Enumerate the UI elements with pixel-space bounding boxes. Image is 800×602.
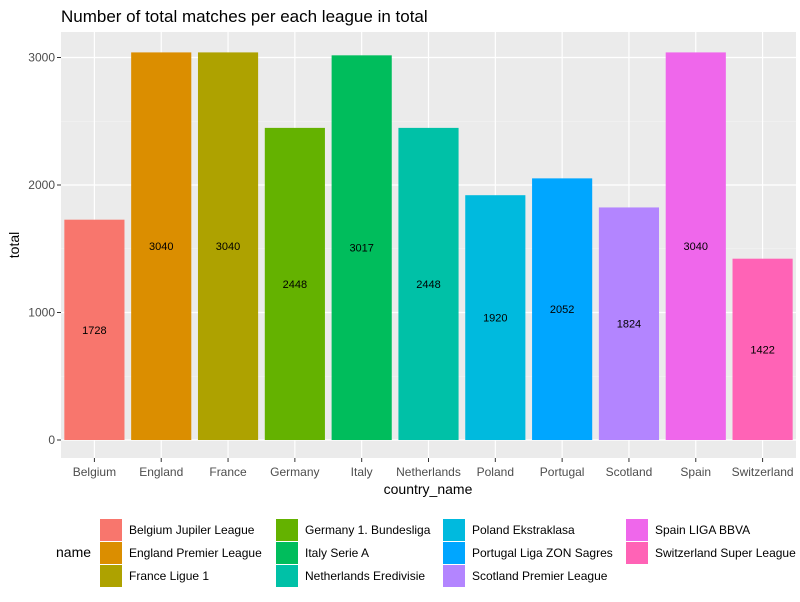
bar-value-label: 1422: [750, 344, 774, 356]
legend-key: [443, 542, 465, 564]
bar-belgium: [64, 219, 125, 440]
x-tick-label: Poland: [477, 465, 514, 479]
legend-label: Portugal Liga ZON Sagres: [472, 546, 613, 560]
y-axis-ticks: 0 1000 2000 3000: [28, 51, 61, 447]
bar-france: [197, 52, 259, 441]
legend-key: [626, 542, 648, 564]
legend-item: France Ligue 1: [100, 565, 209, 587]
bar-switzerland: [732, 258, 793, 440]
bar-portugal: [532, 178, 593, 440]
legend-key: [626, 519, 648, 541]
legend-item: Switzerland Super League: [626, 542, 796, 564]
legend-key: [276, 565, 298, 587]
legend-label: England Premier League: [129, 546, 262, 560]
legend-label: Netherlands Eredivisie: [305, 569, 425, 583]
legend-key: [443, 565, 465, 587]
y-tick-label: 3000: [28, 51, 55, 65]
bar-value-label: 2448: [283, 279, 307, 291]
legend-item: Poland Ekstraklasa: [443, 519, 575, 541]
legend: Belgium Jupiler League England Premier Le…: [100, 519, 796, 587]
x-tick-label: Italy: [351, 465, 373, 479]
legend-title: name: [56, 544, 91, 560]
legend-item: Italy Serie A: [276, 542, 369, 564]
legend-label: Scotland Premier League: [472, 569, 608, 583]
legend-item: Netherlands Eredivisie: [276, 565, 425, 587]
bar-netherlands: [398, 127, 459, 440]
y-tick-label: 0: [48, 433, 55, 447]
bar-value-label: 3017: [349, 243, 373, 255]
x-tick-label: Portugal: [540, 465, 585, 479]
x-tick-label: Netherlands: [396, 465, 461, 479]
x-axis-ticks: Belgium England France Germany Italy Netherla…: [73, 458, 794, 479]
bars: [64, 52, 793, 441]
bar-data-labels: 1728 3040 3040 2448 3017 2448 1920 2052 1824 3040…: [82, 241, 775, 356]
x-tick-label: France: [209, 465, 247, 479]
bar-value-label: 1824: [617, 319, 641, 331]
legend-label: France Ligue 1: [129, 569, 209, 583]
legend-key: [276, 542, 298, 564]
bar-value-label: 1920: [483, 313, 507, 325]
legend-item: England Premier League: [100, 542, 262, 564]
bar-value-label: 2052: [550, 304, 574, 316]
legend-label: Spain LIGA BBVA: [655, 523, 750, 537]
y-tick-label: 2000: [28, 178, 55, 192]
legend-key: [276, 519, 298, 541]
legend-key: [100, 542, 122, 564]
legend-label: Italy Serie A: [305, 546, 369, 560]
chart-title: Number of total matches per each league …: [61, 7, 428, 26]
bar-scotland: [598, 207, 660, 440]
x-tick-label: Spain: [680, 465, 711, 479]
legend-item: Spain LIGA BBVA: [626, 519, 750, 541]
legend-key: [100, 519, 122, 541]
bar-germany: [264, 127, 325, 440]
y-axis-title: total: [6, 232, 22, 258]
bar-value-label: 3040: [684, 241, 708, 253]
legend-label: Switzerland Super League: [655, 546, 796, 560]
legend-label: Belgium Jupiler League: [129, 523, 255, 537]
y-tick-label: 1000: [28, 306, 55, 320]
legend-label: Germany 1. Bundesliga: [305, 523, 431, 537]
bar-value-label: 3040: [149, 241, 173, 253]
bar-poland: [465, 195, 526, 440]
bar-england: [131, 52, 192, 441]
legend-item: Scotland Premier League: [443, 565, 608, 587]
legend-item: Portugal Liga ZON Sagres: [443, 542, 613, 564]
bar-spain: [665, 52, 726, 441]
bar-italy: [331, 55, 392, 441]
x-axis-title: country_name: [384, 481, 473, 497]
legend-item: Germany 1. Bundesliga: [276, 519, 431, 541]
bar-value-label: 3040: [216, 241, 240, 253]
x-tick-label: England: [139, 465, 183, 479]
legend-item: Belgium Jupiler League: [100, 519, 255, 541]
x-tick-label: Scotland: [606, 465, 653, 479]
bar-value-label: 2448: [416, 279, 440, 291]
x-tick-label: Switzerland: [732, 465, 794, 479]
bar-value-label: 1728: [82, 325, 106, 337]
legend-key: [100, 565, 122, 587]
legend-label: Poland Ekstraklasa: [472, 523, 575, 537]
x-tick-label: Germany: [270, 465, 319, 479]
legend-key: [443, 519, 465, 541]
x-tick-label: Belgium: [73, 465, 116, 479]
